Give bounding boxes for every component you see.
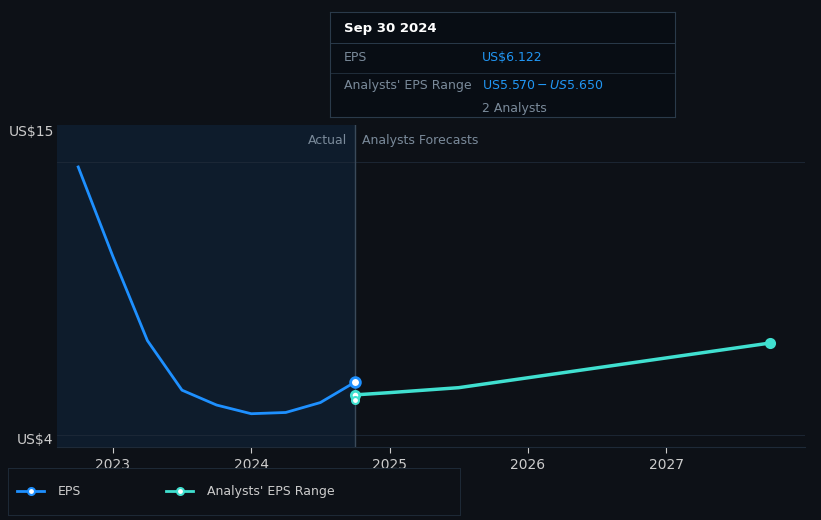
- Text: US$15: US$15: [8, 125, 53, 139]
- Bar: [57, 125, 355, 447]
- Text: Analysts' EPS Range: Analysts' EPS Range: [207, 485, 334, 498]
- Text: Sep 30 2024: Sep 30 2024: [344, 22, 437, 35]
- Text: EPS: EPS: [57, 485, 81, 498]
- Text: US$6.122: US$6.122: [482, 51, 543, 64]
- Text: Actual: Actual: [308, 135, 347, 148]
- Text: US$5.570 - US$5.650: US$5.570 - US$5.650: [482, 79, 603, 92]
- Text: Analysts Forecasts: Analysts Forecasts: [362, 135, 479, 148]
- Text: 2 Analysts: 2 Analysts: [482, 102, 547, 115]
- Text: EPS: EPS: [344, 51, 367, 64]
- Text: Analysts' EPS Range: Analysts' EPS Range: [344, 79, 471, 92]
- Text: US$4: US$4: [17, 433, 53, 447]
